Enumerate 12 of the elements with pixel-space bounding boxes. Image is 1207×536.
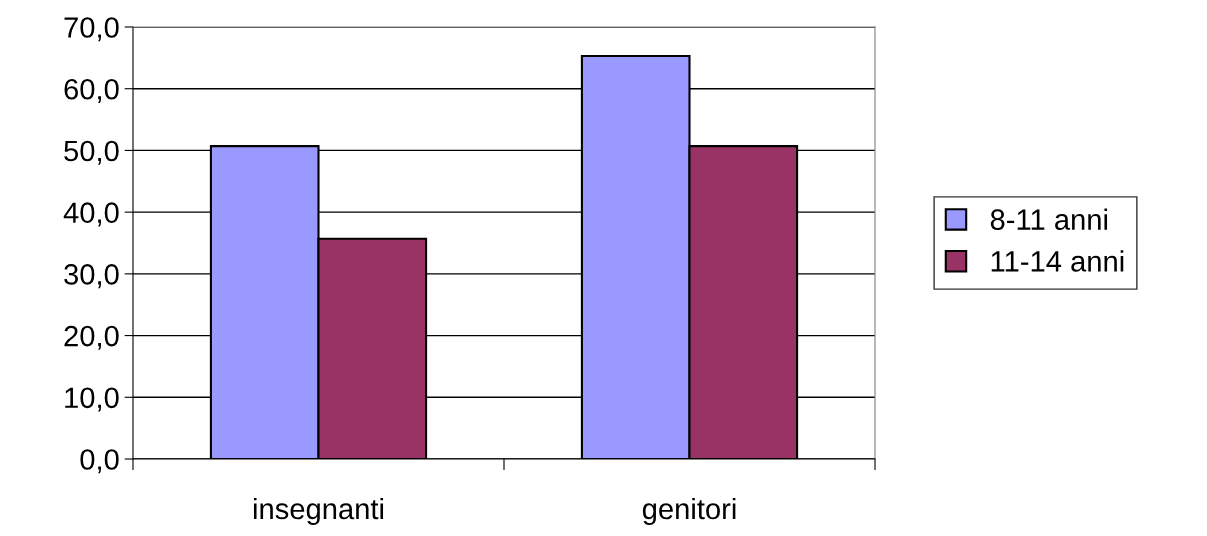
y-tick-label: 50,0 xyxy=(64,140,119,165)
y-tick-label: 70,0 xyxy=(64,17,119,42)
legend-label: 8-11 anni xyxy=(990,208,1108,230)
y-tick-label: 0,0 xyxy=(80,449,119,474)
x-tick-label: genitori xyxy=(642,497,736,526)
x-tick-label: insegnanti xyxy=(253,497,384,526)
y-tick-label: 60,0 xyxy=(64,78,119,104)
legend-label: 11-14 anni xyxy=(991,250,1124,272)
y-tick-label: 30,0 xyxy=(64,264,119,289)
y-tick-label: 20,0 xyxy=(64,325,119,350)
y-tick-label: 40,0 xyxy=(63,202,119,227)
y-tick-label: 10,0 xyxy=(65,387,119,412)
